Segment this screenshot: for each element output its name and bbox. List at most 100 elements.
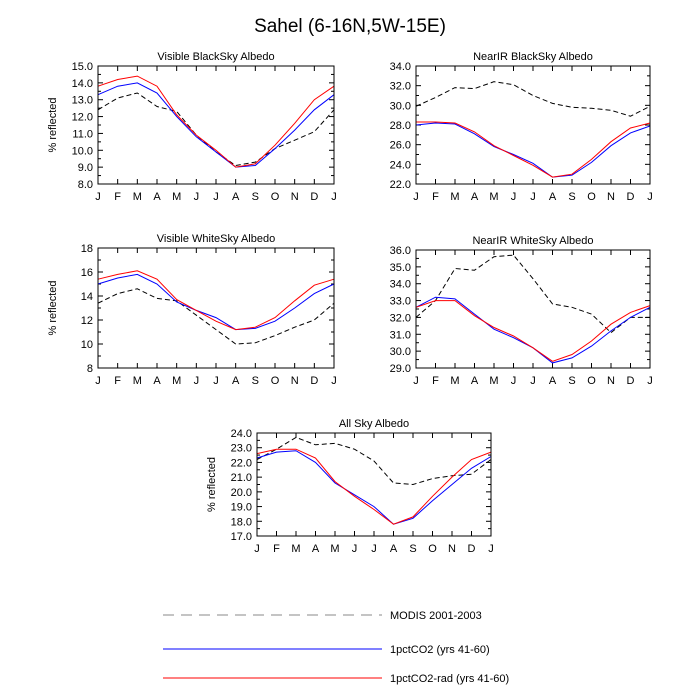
x-tick-label: J: [371, 543, 377, 555]
x-tick-label: F: [432, 191, 439, 203]
panels: Visible BlackSky Albedo 8.0 9.0 10.0 11.0 12.…: [47, 51, 653, 555]
y-tick-label: 10.0: [72, 145, 93, 157]
y-tick-label: 34.0: [390, 61, 411, 73]
panel-4: NearIR WhiteSky Albedo 29.0 30.0 31.0 32.0 33…: [390, 235, 653, 387]
x-tick-label: J: [331, 375, 337, 387]
y-tick-label: 15.0: [72, 61, 93, 73]
x-tick-label: M: [450, 191, 459, 203]
x-tick-label: J: [511, 191, 517, 203]
x-tick-label: J: [511, 375, 517, 387]
panel-1: Visible BlackSky Albedo 8.0 9.0 10.0 11.0 12.…: [47, 51, 337, 203]
series-line-rad: [416, 121, 651, 178]
y-tick-label: 13.0: [72, 95, 93, 107]
x-tick-label: S: [409, 543, 416, 555]
x-tick-label: F: [114, 191, 121, 203]
y-tick-label: 19.0: [231, 502, 252, 514]
y-tick-label: 9.0: [78, 162, 93, 174]
panel-title: All Sky Albedo: [339, 418, 409, 430]
legend-label-rad: 1pctCO2-rad (yrs 41-60): [390, 673, 509, 685]
x-tick-label: S: [252, 375, 259, 387]
y-tick-label: 23.0: [231, 443, 252, 455]
x-tick-label: J: [530, 375, 536, 387]
x-tick-label: M: [489, 191, 498, 203]
series-line-co2: [415, 122, 651, 178]
x-tick-label: O: [271, 375, 280, 387]
panel-title: Visible BlackSky Albedo: [157, 51, 274, 63]
y-tick-label: 30.0: [390, 100, 411, 112]
legend-label-co2: 1pctCO2 (yrs 41-60): [390, 644, 490, 656]
y-tick-label: 28.0: [390, 120, 411, 132]
plot-frame: [415, 249, 651, 369]
series-line-modis: [256, 436, 492, 486]
x-tick-label: D: [310, 191, 318, 203]
x-tick-label: J: [194, 375, 200, 387]
series-line-modis: [415, 81, 651, 117]
series-line-co2: [97, 273, 335, 331]
panel-title: NearIR WhiteSky Albedo: [472, 235, 593, 247]
x-tick-label: J: [213, 191, 219, 203]
y-tick-label: 12: [81, 315, 93, 327]
series-line-modis: [97, 92, 335, 167]
x-tick-label: A: [471, 191, 479, 203]
x-tick-label: J: [194, 191, 200, 203]
x-tick-label: M: [133, 191, 142, 203]
y-tick-label: 22.0: [231, 457, 252, 469]
x-tick-label: A: [312, 543, 320, 555]
x-tick-label: J: [331, 191, 337, 203]
x-tick-label: D: [627, 375, 635, 387]
legend: MODIS 2001-2003 1pctCO2 (yrs 41-60) 1pctCO…: [163, 610, 509, 685]
x-tick-label: N: [607, 191, 615, 203]
x-tick-label: A: [153, 375, 161, 387]
x-tick-label: M: [330, 543, 339, 555]
y-tick-label: 33.0: [390, 296, 411, 308]
y-tick-label: 24.0: [231, 428, 252, 440]
series-line-rad: [97, 75, 335, 168]
x-tick-label: F: [432, 375, 439, 387]
x-tick-label: O: [587, 375, 596, 387]
x-tick-label: J: [254, 543, 260, 555]
x-tick-label: N: [291, 375, 299, 387]
x-tick-label: S: [568, 191, 575, 203]
x-tick-label: A: [549, 191, 557, 203]
x-tick-label: S: [568, 375, 575, 387]
y-tick-label: 29.0: [390, 363, 411, 375]
x-tick-label: F: [114, 375, 121, 387]
x-tick-label: D: [310, 375, 318, 387]
y-tick-label: 21.0: [231, 472, 252, 484]
x-tick-label: D: [627, 191, 635, 203]
x-tick-label: F: [273, 543, 280, 555]
y-tick-label: 26.0: [390, 140, 411, 152]
y-tick-label: 20.0: [231, 487, 252, 499]
x-tick-label: A: [390, 543, 398, 555]
x-tick-label: M: [172, 191, 181, 203]
x-tick-label: M: [172, 375, 181, 387]
x-tick-label: O: [587, 191, 596, 203]
legend-label-modis: MODIS 2001-2003: [390, 610, 482, 622]
x-tick-label: J: [413, 191, 419, 203]
plot-frame: [415, 65, 651, 185]
x-tick-label: O: [271, 191, 280, 203]
y-tick-label: 32.0: [390, 312, 411, 324]
x-tick-label: M: [291, 543, 300, 555]
x-tick-label: A: [232, 375, 240, 387]
x-tick-label: J: [95, 191, 101, 203]
y-tick-label: 14: [81, 291, 93, 303]
x-tick-label: M: [133, 375, 142, 387]
y-tick-label: 18.0: [231, 516, 252, 528]
y-tick-label: 30.0: [390, 346, 411, 358]
x-tick-label: D: [468, 543, 476, 555]
y-tick-label: 24.0: [390, 159, 411, 171]
plot-frame: [256, 432, 492, 537]
series-line-co2: [256, 450, 492, 525]
series-line-rad: [97, 270, 335, 331]
x-tick-label: J: [213, 375, 219, 387]
x-tick-label: J: [95, 375, 101, 387]
x-tick-label: J: [488, 543, 494, 555]
x-tick-label: N: [607, 375, 615, 387]
y-tick-label: 35.0: [390, 262, 411, 274]
y-tick-label: 16: [81, 267, 93, 279]
x-tick-label: N: [291, 191, 299, 203]
series-line-rad: [415, 300, 651, 362]
